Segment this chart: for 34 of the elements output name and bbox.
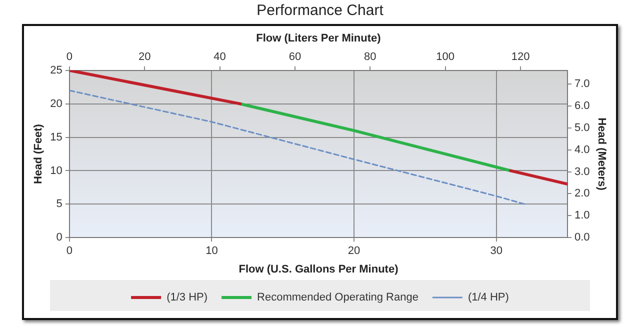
x-tick-label: 0 [66, 245, 72, 258]
y2-tick-label: 7.0 [574, 78, 590, 90]
y-axis-title: Head (Feet) [32, 124, 45, 184]
x2-axis-title: Flow (Liters Per Minute) [256, 32, 382, 45]
legend-label: Recommended Operating Range [257, 292, 418, 304]
x-tick-label: 30 [490, 245, 502, 258]
x2-tick-label: 20 [138, 50, 151, 63]
line-series [69, 90, 526, 205]
x2-tick-label: 0 [66, 50, 72, 63]
y2-tick-label: 3.0 [574, 166, 590, 178]
legend-label: (1/3 HP) [166, 292, 208, 304]
x2-tick-label: 40 [214, 50, 226, 63]
y-tick-label: 25 [50, 64, 62, 76]
x2-tick-label: 80 [364, 50, 376, 63]
y-tick-label: 15 [50, 131, 62, 144]
y-tick-label: 5 [56, 198, 62, 210]
x-axis-title: Flow (U.S. Gallons Per Minute) [238, 263, 399, 276]
y2-tick-label: 2.0 [574, 188, 590, 200]
x2-tick-label: 120 [511, 50, 530, 63]
x-tick-label: 10 [206, 245, 218, 258]
x-tick-label: 20 [348, 245, 360, 258]
y-tick-label: 10 [50, 164, 62, 177]
y2-tick-label: 4.0 [574, 144, 590, 156]
y2-tick-label: 5.0 [574, 122, 590, 134]
x2-tick-label: 100 [436, 50, 455, 63]
y-tick-label: 20 [50, 98, 62, 110]
y2-tick-label: 0.0 [574, 232, 590, 244]
y2-tick-label: 1.0 [574, 210, 590, 222]
y-tick-label: 0 [56, 232, 62, 244]
y2-tick-label: 6.0 [574, 100, 590, 112]
legend-label: (1/4 HP) [468, 292, 509, 304]
x2-tick-label: 60 [288, 50, 302, 63]
y2-axis-title: Head (Meters) [595, 118, 608, 191]
chart-title: Performance Chart [256, 1, 384, 21]
